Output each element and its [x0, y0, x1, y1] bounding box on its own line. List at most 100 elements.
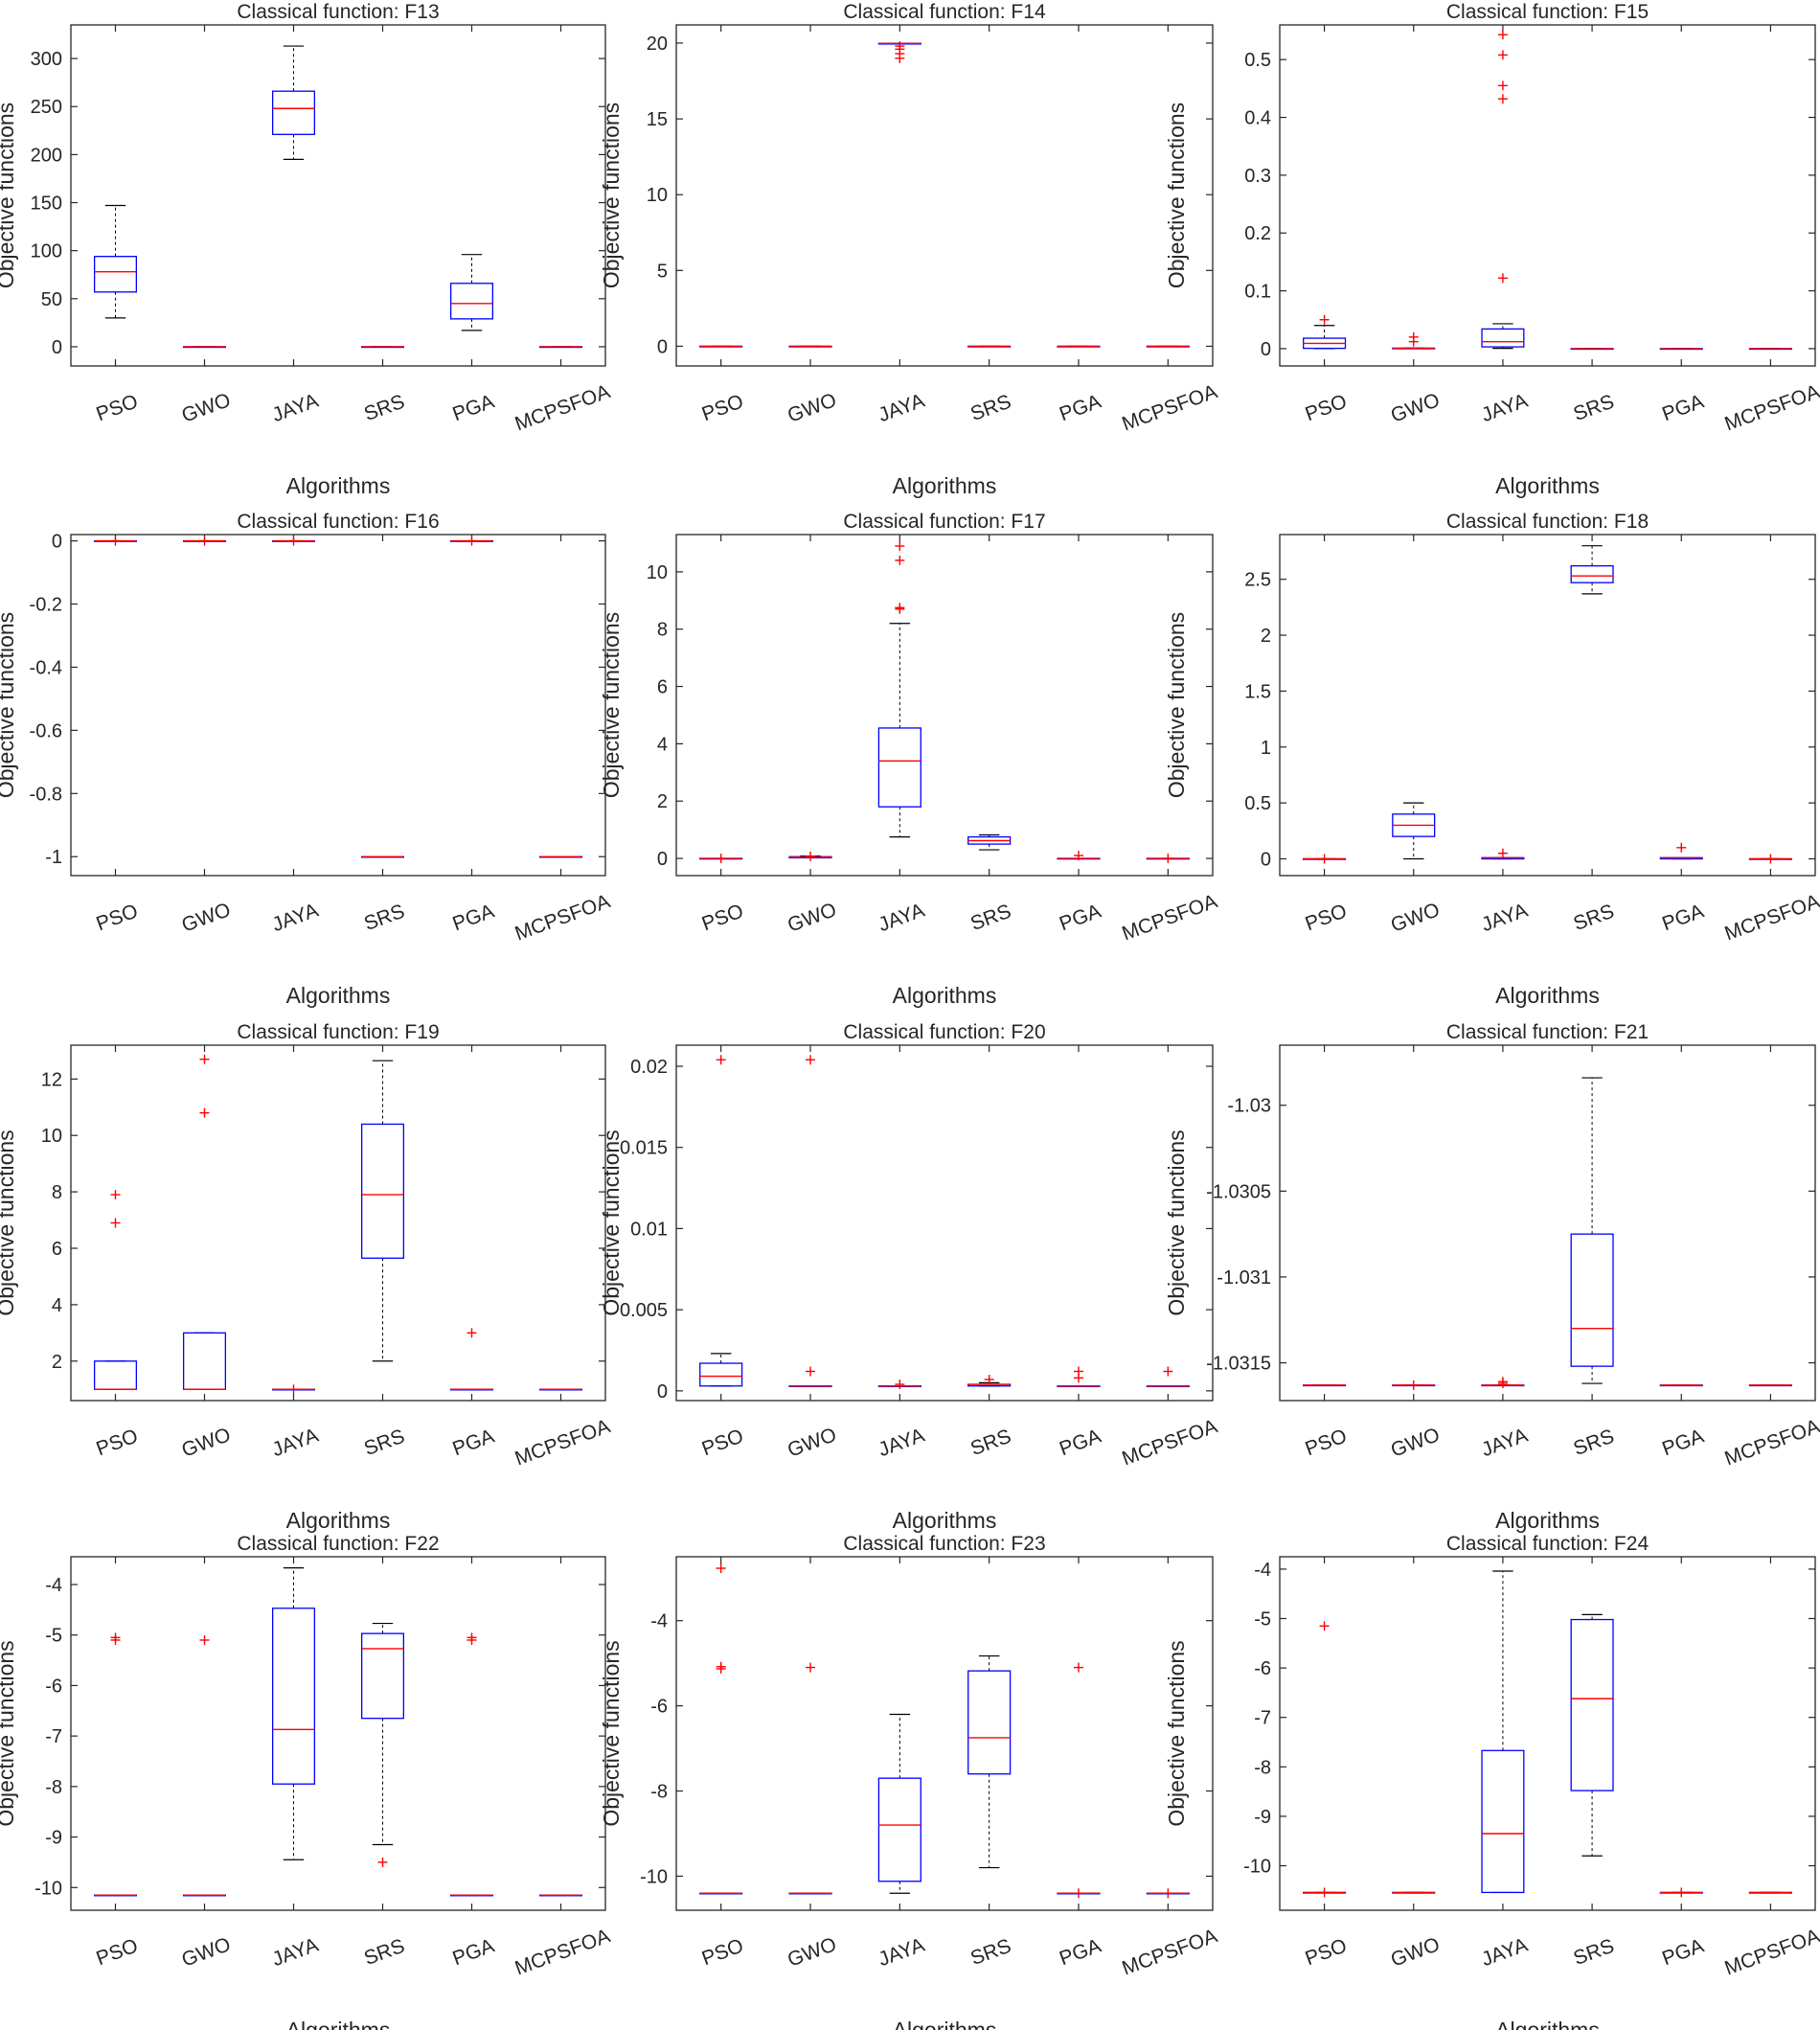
y-tick-label: -10: [34, 1878, 62, 1899]
outlier-marker: [1497, 50, 1508, 60]
box-plot-srs: [967, 1654, 1012, 1869]
y-tick-label: 0.4: [1244, 108, 1271, 129]
x-tick-label: MCPSFOA: [1721, 380, 1820, 435]
y-axis-label: Objective functions: [599, 1129, 624, 1315]
chart-panel: Classical function: F18 0 0.5 1 1.5 2 2.5 Objec…: [1164, 511, 1820, 1008]
y-axis-label: Objective functions: [599, 1640, 624, 1826]
outlier-marker: [895, 555, 905, 565]
y-axis-label: Objective functions: [1164, 1640, 1189, 1826]
box-plot-mcpsfoa: [538, 1388, 583, 1391]
y-tick-label: -1.0305: [1206, 1181, 1271, 1202]
plot-frame: [1279, 24, 1816, 367]
box-plot-gwo: [788, 851, 832, 861]
box-plot-jaya: [1481, 848, 1525, 860]
x-tick-label: SRS: [1571, 901, 1617, 935]
outlier-marker: [806, 851, 815, 861]
y-tick-label: -1.031: [1217, 1267, 1271, 1289]
x-tick-label: PSO: [699, 1425, 747, 1460]
box-plot-gwo: [788, 1662, 832, 1895]
y-tick-label: 20: [647, 34, 668, 55]
x-tick-label: PSO: [699, 1934, 747, 1970]
box-plot-srs: [1570, 1077, 1614, 1384]
y-tick-label: 4: [52, 1295, 62, 1316]
box-plot-gwo: [182, 536, 227, 546]
y-axis-label: Objective functions: [1164, 103, 1189, 288]
x-tick-label: PSO: [94, 1934, 142, 1970]
x-tick-label: JAYA: [269, 900, 321, 937]
y-tick-label: 0: [1261, 849, 1271, 870]
chart-title: Classical function: F14: [843, 1, 1046, 23]
outlier-marker: [1074, 851, 1083, 861]
y-tick-label: 2.5: [1244, 570, 1271, 591]
x-tick-label: JAYA: [876, 900, 927, 937]
outlier-marker: [1319, 314, 1330, 325]
y-tick-label: -0.6: [30, 720, 62, 741]
y-tick-label: -4: [1254, 1560, 1271, 1581]
iqr-box: [271, 1608, 316, 1785]
x-tick-label: GWO: [1388, 1933, 1443, 1972]
iqr-box: [967, 1670, 1012, 1775]
y-tick-label: 0: [657, 1381, 668, 1403]
x-tick-label: PSO: [94, 900, 142, 935]
x-tick-label: PGA: [1057, 900, 1104, 935]
iqr-box: [93, 256, 138, 293]
box-plot-pga: [1659, 1887, 1703, 1898]
y-tick-label: 300: [31, 49, 62, 70]
y-axis-label: Objective functions: [0, 612, 18, 798]
x-tick-label: GWO: [785, 899, 839, 937]
outlier-marker: [1497, 94, 1508, 104]
chart-title: Classical function: F15: [1446, 1, 1649, 23]
x-tick-label: GWO: [785, 389, 839, 427]
iqr-box: [93, 1360, 138, 1390]
y-tick-label: 8: [657, 620, 668, 641]
outlier-marker: [199, 536, 210, 546]
chart-panel: Classical function: F14 0 5 10 15 20 Objective…: [599, 1, 1220, 498]
y-tick-label: 50: [41, 289, 62, 310]
outlier-marker: [1074, 1888, 1083, 1899]
chart-panel: Classical function: F19 2 4 6 8 10 12 Objective…: [0, 1021, 613, 1533]
y-tick-label: -6: [45, 1676, 62, 1697]
outlier-marker: [110, 1634, 121, 1645]
x-tick-label: MCPSFOA: [1119, 890, 1219, 945]
chart-panel: Classical function: F24 -4 -5 -6 -7 -8 -9 -10 Ob…: [1164, 1533, 1820, 2030]
y-tick-label: -0.8: [30, 784, 62, 805]
x-tick-label: SRS: [361, 901, 407, 935]
chart-panel: Classical function: F13 0 50 100 150 200 250 30…: [0, 1, 613, 498]
x-tick-label: MCPSFOA: [512, 380, 613, 435]
x-tick-label: JAYA: [876, 1934, 927, 1972]
x-tick-label: JAYA: [269, 1934, 321, 1972]
chart-title: Classical function: F19: [237, 1021, 439, 1043]
box-plot-pso: [1303, 314, 1347, 350]
chart-panel: Classical function: F15 0 0.1 0.2 0.3 0.4 0.5 O…: [1164, 1, 1820, 498]
outlier-marker: [716, 854, 726, 864]
y-tick-label: 0.3: [1244, 166, 1271, 187]
box-plot-gwo: [1392, 802, 1436, 860]
iqr-box: [271, 90, 316, 135]
box-plot-pga: [1659, 348, 1703, 351]
box-plot-srs: [360, 855, 405, 858]
outlier-marker: [1408, 1380, 1419, 1390]
chart-panel: Classical function: F20 0 0.005 0.01 0.015 0.…: [599, 1021, 1220, 1533]
box-plot-mcpsfoa: [538, 1894, 583, 1897]
x-tick-label: PSO: [1303, 390, 1351, 425]
x-axis-label: Algorithms: [893, 1508, 997, 1533]
x-tick-label: PGA: [1057, 1425, 1104, 1460]
chart-title: Classical function: F18: [1446, 511, 1649, 533]
chart-panel: Classical function: F16 0 -0.2 -0.4 -0.6 -0.8…: [0, 511, 613, 1008]
y-tick-label: 250: [31, 97, 62, 118]
box-plot-pso: [1303, 854, 1347, 864]
y-tick-label: 1.5: [1244, 681, 1271, 702]
y-tick-label: 0.2: [1244, 223, 1271, 244]
outlier-marker: [199, 1634, 210, 1645]
chart-panel: Classical function: F21 -1.03 -1.0305 -1.03…: [1164, 1021, 1820, 1533]
plot-frame: [675, 1044, 1214, 1402]
y-tick-label: 10: [647, 185, 668, 206]
x-tick-label: SRS: [361, 1426, 407, 1460]
iqr-box: [877, 1777, 921, 1882]
box-plot-jaya: [1481, 1377, 1525, 1389]
plot-frame: [1279, 534, 1816, 877]
y-tick-label: 10: [41, 1126, 62, 1147]
box-plot-jaya: [271, 1384, 316, 1395]
box-plot-mcpsfoa: [1748, 348, 1792, 351]
outlier-marker: [377, 1857, 388, 1867]
